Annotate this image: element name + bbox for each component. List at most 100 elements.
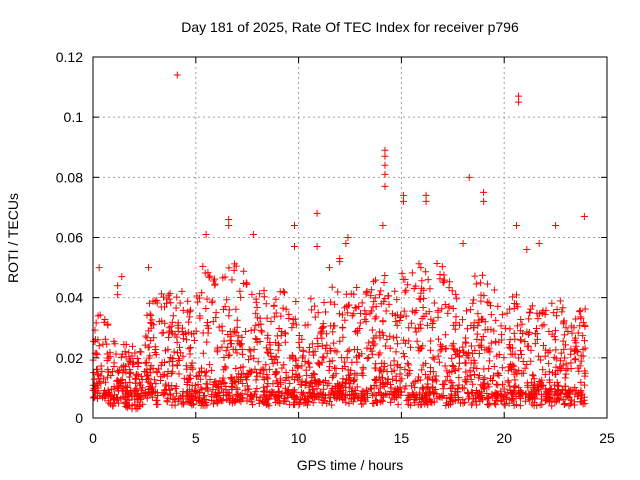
data-point bbox=[551, 336, 559, 344]
data-point bbox=[204, 387, 212, 395]
data-point bbox=[243, 372, 251, 380]
outlier-point bbox=[422, 197, 430, 205]
data-point bbox=[257, 320, 265, 328]
data-point bbox=[333, 348, 341, 356]
data-point bbox=[484, 280, 492, 288]
data-point bbox=[198, 386, 206, 394]
data-point bbox=[232, 262, 240, 270]
data-point bbox=[198, 289, 206, 297]
data-point bbox=[418, 385, 426, 393]
data-point bbox=[206, 376, 214, 384]
data-point bbox=[284, 374, 292, 382]
data-point bbox=[562, 341, 570, 349]
data-point bbox=[243, 382, 251, 390]
data-point bbox=[262, 361, 270, 369]
data-point bbox=[145, 385, 153, 393]
outlier-point bbox=[381, 170, 389, 178]
data-point bbox=[152, 380, 160, 388]
data-point bbox=[552, 363, 560, 371]
data-point bbox=[311, 394, 319, 402]
data-point bbox=[240, 267, 248, 275]
data-point bbox=[274, 379, 282, 387]
data-point bbox=[149, 297, 157, 305]
data-point bbox=[511, 387, 519, 395]
data-point bbox=[438, 263, 446, 271]
data-point bbox=[391, 287, 399, 295]
data-point bbox=[326, 345, 334, 353]
data-point bbox=[209, 277, 217, 285]
data-point bbox=[278, 328, 286, 336]
data-point bbox=[494, 302, 502, 310]
data-point bbox=[110, 362, 118, 370]
data-point bbox=[509, 293, 517, 301]
data-point bbox=[465, 354, 473, 362]
outlier-point bbox=[173, 71, 181, 79]
outlier-point bbox=[381, 182, 389, 190]
data-point bbox=[417, 324, 425, 332]
data-point bbox=[199, 401, 207, 409]
data-point bbox=[101, 335, 109, 343]
data-point bbox=[567, 322, 575, 330]
data-point bbox=[237, 398, 245, 406]
data-point bbox=[252, 376, 260, 384]
data-point bbox=[331, 387, 339, 395]
data-point bbox=[540, 321, 548, 329]
data-point bbox=[220, 337, 228, 345]
data-point bbox=[225, 306, 233, 314]
data-point bbox=[524, 383, 532, 391]
data-point bbox=[409, 379, 417, 387]
data-point bbox=[362, 310, 370, 318]
data-point bbox=[219, 374, 227, 382]
data-point bbox=[471, 272, 479, 280]
data-point bbox=[99, 340, 107, 348]
data-point bbox=[188, 401, 196, 409]
data-point bbox=[278, 364, 286, 372]
data-point bbox=[550, 353, 558, 361]
data-point bbox=[470, 395, 478, 403]
data-point bbox=[400, 307, 408, 315]
data-point bbox=[125, 373, 133, 381]
data-point bbox=[548, 369, 556, 377]
data-point bbox=[132, 374, 140, 382]
data-point bbox=[473, 365, 481, 373]
data-point bbox=[528, 302, 536, 310]
data-point bbox=[467, 306, 475, 314]
data-point bbox=[392, 390, 400, 398]
data-point bbox=[236, 287, 244, 295]
data-point bbox=[323, 330, 331, 338]
data-point bbox=[350, 390, 358, 398]
data-point bbox=[528, 400, 536, 408]
data-point bbox=[227, 332, 235, 340]
data-point bbox=[477, 381, 485, 389]
data-point bbox=[267, 392, 275, 400]
data-point bbox=[137, 386, 145, 394]
data-point bbox=[557, 349, 565, 357]
data-point bbox=[150, 321, 158, 329]
data-point bbox=[318, 358, 326, 366]
data-point bbox=[330, 339, 338, 347]
data-point bbox=[141, 341, 149, 349]
data-point bbox=[469, 299, 477, 307]
data-point bbox=[90, 375, 98, 383]
data-point bbox=[432, 372, 440, 380]
data-point bbox=[434, 352, 442, 360]
data-point bbox=[462, 307, 470, 315]
data-point bbox=[533, 401, 541, 409]
data-point bbox=[455, 359, 463, 367]
data-point bbox=[292, 297, 300, 305]
data-point bbox=[118, 375, 126, 383]
data-point bbox=[272, 295, 280, 303]
data-point bbox=[139, 400, 147, 408]
outlier-point bbox=[459, 240, 467, 248]
data-point bbox=[393, 321, 401, 329]
data-point bbox=[110, 385, 118, 393]
data-points bbox=[89, 71, 589, 413]
data-point bbox=[405, 324, 413, 332]
data-point bbox=[186, 313, 194, 321]
data-point bbox=[475, 318, 483, 326]
y-tick-label: 0.1 bbox=[64, 109, 84, 125]
data-point bbox=[491, 391, 499, 399]
data-point bbox=[150, 376, 158, 384]
data-point bbox=[221, 273, 229, 281]
data-point bbox=[562, 324, 570, 332]
